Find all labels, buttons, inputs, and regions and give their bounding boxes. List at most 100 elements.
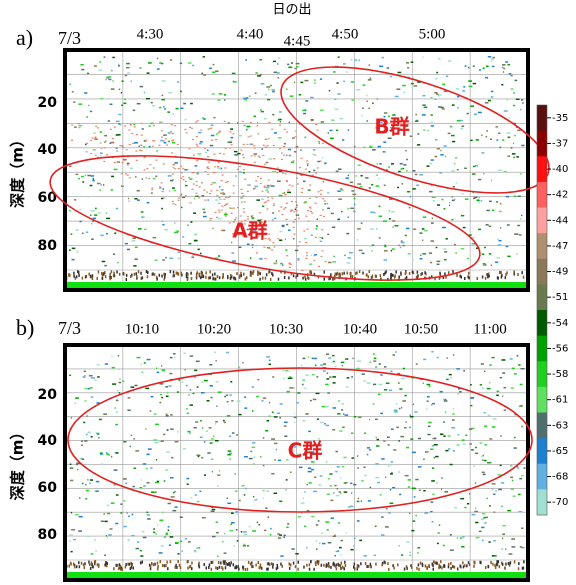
echo [209, 364, 213, 366]
seabed-echo [385, 270, 387, 274]
echo [403, 164, 407, 166]
seabed-echo [513, 560, 516, 564]
echo [305, 100, 309, 102]
echo [481, 471, 485, 474]
echo [186, 412, 189, 415]
echo [213, 153, 216, 155]
seabed-echo [368, 270, 371, 274]
echo [421, 228, 425, 230]
seabed-echo [370, 565, 372, 569]
echo [87, 431, 91, 434]
echo [120, 173, 123, 175]
echo [512, 142, 515, 145]
echo [81, 458, 85, 460]
seabed-echo [432, 567, 435, 571]
echo [511, 367, 515, 370]
echo [132, 142, 135, 145]
echo [352, 210, 356, 213]
echo [404, 474, 409, 477]
echo [143, 169, 146, 171]
echo [216, 405, 218, 407]
echo [341, 210, 343, 213]
echo [256, 395, 259, 398]
echo [514, 233, 518, 235]
colorbar-swatch [537, 463, 547, 490]
echo [143, 156, 146, 159]
panel-label: a) [16, 25, 33, 50]
echo [372, 102, 374, 105]
echo [256, 498, 258, 501]
echogram-frame [63, 343, 530, 582]
echo [399, 388, 403, 390]
echo [480, 363, 484, 365]
panel-label: b) [16, 315, 34, 340]
echo [312, 357, 317, 360]
time-label: 10:40 [343, 321, 377, 337]
echo [257, 235, 260, 237]
echo [201, 194, 205, 197]
echo [510, 387, 514, 389]
echo [219, 198, 223, 200]
echo [284, 194, 287, 196]
seabed-echo [175, 563, 177, 567]
echo [481, 134, 483, 137]
echo [459, 390, 462, 393]
echo [167, 526, 170, 528]
echo [168, 544, 171, 546]
echo [259, 58, 262, 61]
echo [274, 262, 277, 265]
seabed-echo [244, 277, 247, 281]
echo [435, 246, 438, 249]
echo [243, 124, 246, 127]
echo [417, 144, 421, 146]
seabed-echo [159, 560, 162, 564]
echo [368, 187, 371, 189]
echo [446, 378, 449, 381]
echo [115, 423, 119, 426]
seabed-echo [90, 561, 93, 565]
seabed-echo [155, 275, 158, 279]
echo [210, 396, 213, 399]
seabed-echo [487, 564, 489, 568]
echo [408, 206, 411, 209]
echo [224, 94, 227, 96]
seabed-echo [339, 272, 341, 276]
echo [259, 257, 263, 260]
echo [520, 405, 523, 407]
depth-axis-title: 深度（m） [9, 425, 27, 501]
echo [226, 497, 228, 499]
echo [123, 525, 127, 528]
echo [170, 496, 175, 498]
seabed-echo [256, 270, 259, 274]
echo [136, 356, 141, 359]
echo [501, 83, 504, 86]
seabed-echo [73, 563, 76, 567]
echo [406, 541, 410, 543]
echo [409, 135, 413, 138]
seabed-echo [125, 562, 127, 566]
seabed-echo [75, 275, 78, 279]
echo [283, 534, 286, 537]
seabed-echo [141, 276, 144, 280]
echo [212, 535, 216, 538]
seabed-echo [259, 272, 262, 276]
echo [299, 241, 302, 243]
echo [322, 198, 325, 200]
echo [335, 470, 338, 473]
echo [513, 92, 515, 94]
echo [388, 512, 391, 514]
echo [146, 168, 149, 170]
echo [320, 255, 323, 258]
echo [490, 90, 494, 93]
echo [313, 453, 318, 455]
echo [137, 228, 142, 230]
echo [357, 228, 361, 230]
echo [126, 162, 130, 165]
seabed-echo [247, 560, 250, 564]
echo [161, 220, 164, 223]
echo [332, 382, 336, 384]
echo [311, 373, 315, 376]
echo [303, 112, 306, 115]
colorbar-swatch [537, 310, 547, 337]
echo [240, 188, 243, 190]
